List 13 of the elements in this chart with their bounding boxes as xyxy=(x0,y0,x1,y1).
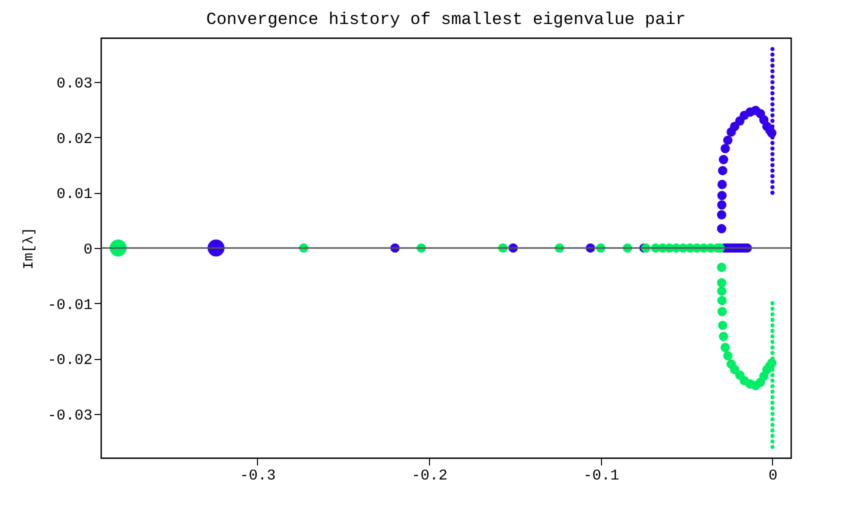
x-tick-label: 0 xyxy=(768,468,778,484)
y-tick-label: 0.02 xyxy=(56,130,92,148)
y-tick-label: 0.01 xyxy=(56,186,92,204)
y-tick-label: 0.03 xyxy=(56,76,92,93)
y-tick-label: -0.03 xyxy=(47,407,92,424)
y-tick-label: -0.01 xyxy=(47,296,92,314)
x-tick-label: -0.3 xyxy=(240,468,276,484)
chart-title: Convergence history of smallest eigenvalue pair xyxy=(206,11,686,30)
y-tick-label: 0 xyxy=(83,242,92,258)
y-tick-label: -0.02 xyxy=(47,352,92,370)
y-axis-title: Im[λ] xyxy=(21,227,38,270)
x-tick-label: -0.1 xyxy=(583,468,620,484)
x-tick-label: -0.2 xyxy=(411,468,448,484)
